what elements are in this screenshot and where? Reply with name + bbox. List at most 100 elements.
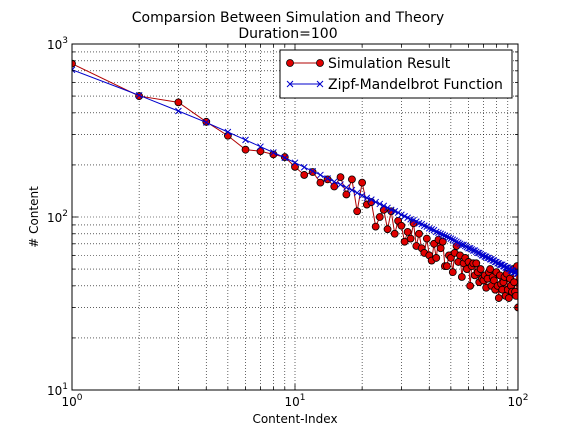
point-simulation: [397, 221, 406, 230]
point-zipf: [202, 119, 210, 126]
point-simulation: [72, 59, 76, 68]
point-zipf: [449, 236, 457, 243]
point-zipf: [242, 136, 249, 144]
point-zipf: [358, 192, 366, 199]
point-simulation: [466, 281, 475, 290]
x-tick-label: 102: [507, 393, 528, 409]
point-zipf: [291, 159, 299, 167]
point-simulation: [443, 262, 451, 271]
point-zipf: [437, 230, 445, 238]
point-simulation: [358, 178, 367, 187]
point-zipf: [453, 238, 460, 246]
point-simulation: [403, 228, 412, 236]
point-simulation: [174, 98, 183, 107]
y-tick-label: 102: [47, 209, 68, 225]
point-zipf: [309, 167, 317, 175]
y-tick-base: 10: [47, 38, 62, 52]
point-simulation: [383, 225, 392, 234]
point-simulation: [375, 213, 384, 221]
legend: Simulation Result Zipf-Mandelbrot Functi…: [279, 49, 513, 99]
point-simulation: [342, 190, 351, 199]
point-zipf: [324, 175, 331, 182]
point-zipf: [387, 206, 395, 214]
y-tick-base: 10: [47, 384, 62, 398]
point-zipf: [425, 224, 433, 232]
point-simulation: [476, 265, 485, 273]
y-tick-label: 101: [47, 382, 68, 398]
legend-label-simulation: Simulation Result: [328, 56, 451, 72]
point-zipf: [363, 194, 371, 202]
x-tick-base: 10: [284, 395, 299, 409]
point-zipf: [447, 235, 455, 242]
x-tick-base: 10: [61, 395, 76, 409]
point-simulation: [400, 237, 409, 246]
point-simulation: [300, 171, 309, 179]
point-simulation: [371, 222, 380, 231]
point-zipf: [514, 270, 518, 278]
x-tick-label: 101: [284, 393, 305, 409]
x-tick-exponent: 2: [523, 393, 529, 403]
legend-marker-simulation: [286, 59, 294, 67]
legend-marker-simulation: [316, 59, 324, 67]
point-zipf: [343, 184, 350, 191]
point-simulation: [486, 265, 495, 273]
x-tick-exponent: 0: [77, 393, 83, 403]
point-zipf: [224, 128, 232, 136]
chart-title: Comparsion Between Simulation and Theory: [132, 10, 444, 26]
point-simulation: [336, 173, 345, 182]
point-zipf: [432, 228, 440, 236]
y-tick-exponent: 1: [62, 382, 68, 392]
point-simulation: [512, 291, 518, 300]
point-simulation: [406, 234, 415, 243]
y-axis-label: # Content: [27, 186, 41, 248]
point-simulation: [457, 273, 466, 281]
point-simulation: [472, 259, 481, 268]
series-group: [72, 59, 518, 312]
point-zipf: [502, 264, 509, 271]
plot-series: [72, 59, 518, 312]
point-zipf: [441, 232, 449, 240]
point-zipf: [435, 229, 442, 237]
legend-marker-zipf: [286, 80, 294, 88]
point-simulation: [510, 278, 518, 287]
point-zipf: [439, 231, 447, 239]
point-zipf: [368, 196, 375, 203]
legend-marker-zipf: [316, 80, 324, 88]
chart-subtitle: Duration=100: [238, 26, 337, 42]
point-simulation: [504, 294, 513, 302]
point-zipf: [513, 270, 518, 278]
point-simulation: [348, 175, 356, 184]
y-tick-exponent: 2: [62, 209, 68, 219]
point-simulation: [316, 178, 325, 187]
point-zipf: [451, 237, 459, 244]
point-simulation: [390, 229, 399, 238]
series-line-zipf: [72, 69, 518, 275]
point-simulation: [448, 268, 457, 277]
point-zipf: [391, 207, 399, 215]
point-zipf: [380, 202, 388, 210]
point-zipf: [72, 66, 76, 74]
point-zipf: [281, 154, 289, 162]
point-zipf: [454, 239, 462, 247]
legend-box: [279, 49, 513, 99]
y-tick-exponent: 3: [62, 36, 68, 46]
point-simulation: [432, 254, 441, 262]
point-zipf: [394, 209, 402, 216]
point-zipf: [175, 107, 182, 115]
point-simulation: [422, 234, 431, 243]
point-simulation: [494, 294, 503, 302]
point-zipf: [348, 186, 356, 194]
point-simulation: [256, 147, 265, 156]
point-simulation: [490, 276, 498, 285]
point-simulation: [241, 145, 250, 154]
point-zipf: [337, 181, 344, 188]
point-zipf: [330, 178, 338, 186]
point-zipf: [353, 189, 361, 197]
point-zipf: [135, 91, 143, 99]
point-simulation: [438, 237, 447, 246]
x-tick-label: 100: [61, 393, 82, 409]
x-tick-base: 10: [507, 395, 522, 409]
point-zipf: [270, 149, 277, 156]
